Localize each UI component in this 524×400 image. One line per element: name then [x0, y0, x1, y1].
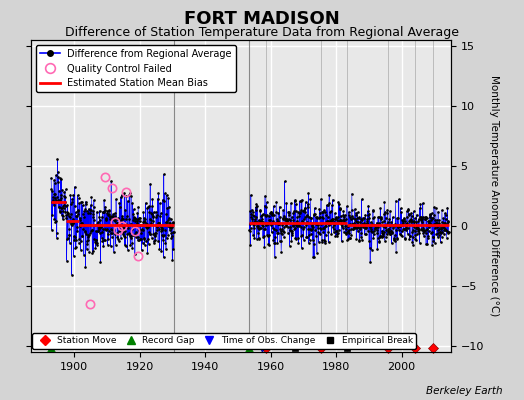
Text: Difference of Station Temperature Data from Regional Average: Difference of Station Temperature Data f… — [65, 26, 459, 39]
Legend: Station Move, Record Gap, Time of Obs. Change, Empirical Break: Station Move, Record Gap, Time of Obs. C… — [32, 333, 416, 349]
Y-axis label: Monthly Temperature Anomaly Difference (°C): Monthly Temperature Anomaly Difference (… — [489, 75, 499, 317]
Text: FORT MADISON: FORT MADISON — [184, 10, 340, 28]
Text: Berkeley Earth: Berkeley Earth — [427, 386, 503, 396]
